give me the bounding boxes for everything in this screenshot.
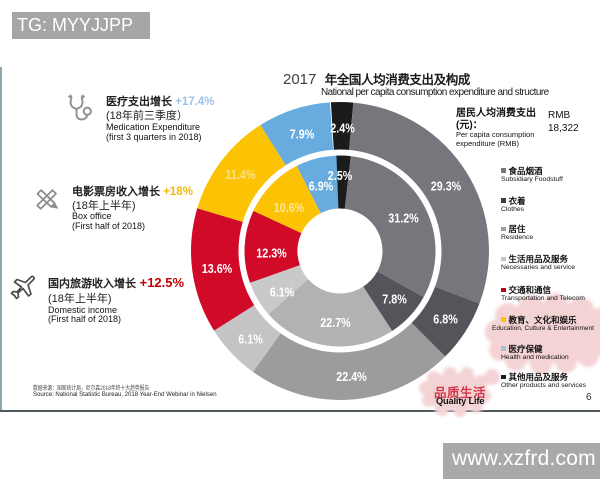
svg-text:7.9%: 7.9% [290, 127, 315, 142]
svg-text:13.6%: 13.6% [202, 261, 233, 276]
svg-text:29.3%: 29.3% [431, 179, 462, 194]
svg-text:22.4%: 22.4% [336, 369, 367, 384]
svg-text:22.7%: 22.7% [320, 315, 351, 330]
svg-text:11.4%: 11.4% [225, 167, 256, 182]
svg-text:6.1%: 6.1% [270, 285, 295, 300]
svg-text:6.1%: 6.1% [238, 332, 263, 347]
svg-text:2.5%: 2.5% [328, 168, 353, 183]
svg-text:7.8%: 7.8% [382, 292, 407, 307]
svg-text:10.6%: 10.6% [274, 200, 305, 215]
svg-text:6.8%: 6.8% [433, 312, 458, 327]
svg-text:6.9%: 6.9% [309, 179, 334, 194]
svg-text:12.3%: 12.3% [256, 246, 287, 261]
svg-text:2.4%: 2.4% [330, 121, 355, 136]
svg-text:31.2%: 31.2% [388, 211, 419, 226]
